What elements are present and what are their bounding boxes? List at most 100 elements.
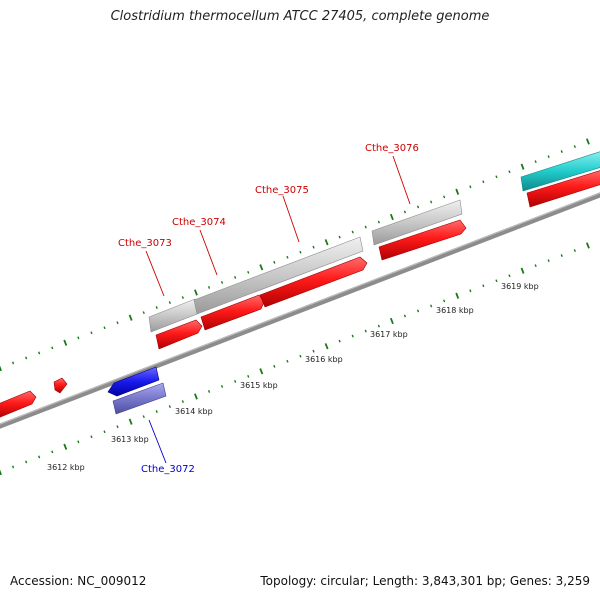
- accession-text: Accession: NC_009012: [10, 574, 147, 588]
- minor-tick: [469, 185, 472, 189]
- grey-feature-3076[interactable]: [371, 199, 463, 246]
- minor-tick: [273, 364, 276, 368]
- major-tick: [194, 289, 198, 296]
- minor-tick: [207, 390, 211, 393]
- minor-tick: [560, 254, 563, 258]
- inner-tick-track: [0, 239, 600, 476]
- minor-tick: [181, 400, 184, 403]
- kbp-label-3614: 3614 kbp: [175, 407, 213, 416]
- minor-tick: [11, 465, 15, 469]
- minor-tick: [560, 150, 563, 154]
- major-tick: [0, 469, 2, 476]
- minor-tick: [377, 324, 380, 328]
- minor-tick: [573, 145, 576, 148]
- major-tick: [585, 242, 590, 249]
- minor-tick: [155, 410, 158, 414]
- minor-tick: [220, 385, 224, 388]
- minor-tick: [234, 379, 237, 383]
- genome-summary-text: Topology: circular; Length: 3,843,301 bp…: [260, 574, 590, 588]
- major-tick: [389, 213, 394, 221]
- minor-tick: [338, 339, 341, 343]
- minor-tick: [364, 329, 367, 333]
- minor-tick: [207, 286, 211, 289]
- minor-tick: [403, 314, 407, 318]
- kbp-label-3616: 3616 kbp: [305, 355, 343, 364]
- kbp-label-3618: 3618 kbp: [436, 306, 474, 315]
- minor-tick: [38, 351, 41, 355]
- minor-tick: [220, 281, 224, 284]
- minor-tick: [338, 235, 341, 239]
- gene-arrow-small[interactable]: [53, 377, 68, 394]
- minor-tick: [299, 354, 302, 358]
- minor-tick: [11, 361, 15, 365]
- major-tick: [63, 339, 68, 346]
- gene-label-cthe-3074[interactable]: Cthe_3074: [172, 217, 226, 228]
- slate-feature-cthe-3072[interactable]: [112, 382, 167, 415]
- gene-label-cthe-3072[interactable]: Cthe_3072: [141, 464, 195, 475]
- major-tick: [259, 368, 264, 375]
- gene-arrow-left-edge[interactable]: [0, 390, 37, 418]
- gene-label-cthe-3075[interactable]: Cthe_3075: [255, 185, 309, 196]
- gene-arrow-cthe-3072[interactable]: [107, 366, 160, 397]
- minor-tick: [286, 359, 289, 363]
- minor-tick: [534, 160, 537, 164]
- major-tick: [128, 314, 133, 321]
- minor-tick: [534, 264, 537, 268]
- kbp-label-3613: 3613 kbp: [111, 435, 149, 444]
- gene-arrow-cthe-3076[interactable]: [378, 219, 467, 261]
- major-tick: [585, 138, 590, 145]
- minor-tick: [312, 245, 315, 249]
- minor-tick: [508, 274, 511, 278]
- gene-label-cthe-3073[interactable]: Cthe_3073: [118, 238, 172, 249]
- minor-tick: [364, 225, 367, 229]
- minor-tick: [25, 460, 28, 464]
- gene-arrow-cthe-3074[interactable]: [200, 294, 265, 331]
- major-tick: [324, 239, 329, 246]
- minor-tick: [273, 260, 276, 264]
- leader-lines: [145, 155, 411, 464]
- minor-tick: [495, 279, 498, 283]
- minor-tick: [90, 331, 93, 335]
- minor-tick: [482, 180, 485, 184]
- major-tick: [520, 163, 525, 170]
- minor-tick: [103, 326, 106, 330]
- grey-feature-3074-3075[interactable]: [193, 236, 364, 315]
- minor-tick: [142, 311, 145, 315]
- minor-tick: [508, 170, 511, 174]
- minor-tick: [286, 255, 289, 259]
- minor-tick: [547, 155, 550, 159]
- minor-tick: [482, 284, 485, 288]
- major-tick: [194, 393, 198, 400]
- minor-tick: [351, 230, 354, 234]
- major-tick: [259, 264, 264, 271]
- genome-backbone: [0, 192, 600, 429]
- kbp-label-3617: 3617 kbp: [370, 330, 408, 339]
- cyan-feature[interactable]: [520, 151, 600, 192]
- major-tick: [63, 443, 68, 450]
- map-title: Clostridium thermocellum ATCC 27405, com…: [110, 9, 490, 24]
- kbp-label-3619: 3619 kbp: [501, 282, 539, 291]
- minor-tick: [573, 249, 576, 252]
- minor-tick: [38, 455, 41, 459]
- minor-tick: [181, 296, 184, 299]
- minor-tick: [116, 425, 119, 429]
- minor-tick: [168, 301, 171, 304]
- minor-tick: [77, 336, 80, 340]
- minor-tick: [168, 405, 171, 408]
- minor-tick: [430, 304, 433, 308]
- minor-tick: [116, 321, 119, 325]
- minor-tick: [547, 259, 550, 263]
- major-tick: [389, 317, 394, 325]
- major-tick: [0, 365, 2, 372]
- minor-tick: [377, 220, 380, 224]
- gene-arrow-cthe-3073[interactable]: [155, 319, 203, 350]
- minor-tick: [234, 275, 237, 279]
- major-tick: [324, 343, 329, 350]
- minor-tick: [469, 289, 472, 293]
- gene-arrow-right-edge[interactable]: [526, 170, 600, 208]
- major-tick: [455, 292, 460, 299]
- gene-label-cthe-3076[interactable]: Cthe_3076: [365, 143, 419, 154]
- minor-tick: [430, 200, 433, 204]
- gene-arrow-cthe-3075[interactable]: [259, 256, 368, 308]
